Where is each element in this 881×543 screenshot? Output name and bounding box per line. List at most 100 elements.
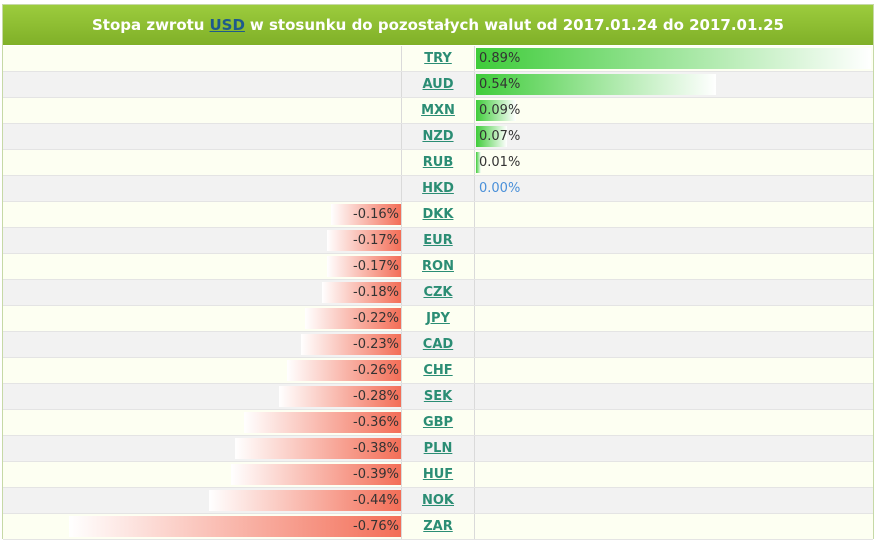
currency-link[interactable]: CHF: [423, 363, 453, 378]
positive-cell: 0.89%: [474, 46, 873, 71]
currency-code-cell: JPY: [401, 306, 475, 331]
currency-link[interactable]: MXN: [421, 103, 455, 118]
base-currency-link[interactable]: USD: [209, 16, 245, 34]
table-row: -0.16% DKK: [3, 202, 873, 228]
positive-cell: [474, 358, 873, 383]
table-row: -0.17% RON: [3, 254, 873, 280]
return-value-label: -0.26%: [353, 363, 399, 378]
table-row: -0.22% JPY: [3, 306, 873, 332]
negative-cell: [3, 72, 401, 97]
currency-code-cell: EUR: [401, 228, 475, 253]
negative-return-bar: [69, 516, 401, 537]
return-value-label: -0.76%: [353, 519, 399, 534]
table-row: -0.39% HUF: [3, 462, 873, 488]
return-value-label: 0.01%: [479, 155, 521, 170]
currency-link[interactable]: GBP: [422, 415, 454, 430]
currency-link[interactable]: CAD: [422, 337, 454, 352]
negative-return-bar: [243, 412, 401, 433]
negative-cell: -0.17%: [3, 228, 401, 253]
table-row: RUB 0.01%: [3, 150, 873, 176]
currency-link[interactable]: JPY: [426, 311, 450, 326]
currency-link[interactable]: SEK: [423, 389, 453, 404]
positive-cell: [474, 332, 873, 357]
negative-return-bar: [230, 464, 401, 485]
positive-cell: [474, 436, 873, 461]
return-value-label: -0.39%: [353, 467, 399, 482]
negative-cell: -0.39%: [3, 462, 401, 487]
positive-cell: [474, 202, 873, 227]
returns-table: TRY 0.89% AUD 0.54% MXN 0.09% NZD 0.07% RUB 0.01%…: [3, 46, 873, 540]
return-value-label: -0.44%: [353, 493, 399, 508]
negative-cell: [3, 176, 401, 201]
positive-cell: [474, 488, 873, 513]
currency-code-cell: MXN: [401, 98, 475, 123]
positive-cell: [474, 228, 873, 253]
return-value-label: 0.54%: [479, 77, 521, 92]
positive-cell: [474, 306, 873, 331]
negative-cell: -0.18%: [3, 280, 401, 305]
currency-link[interactable]: HKD: [422, 181, 454, 196]
return-value-label: -0.18%: [353, 285, 399, 300]
negative-return-bar: [208, 490, 401, 511]
table-row: -0.23% CAD: [3, 332, 873, 358]
currency-link[interactable]: HUF: [422, 467, 454, 482]
currency-code-cell: HKD: [401, 176, 475, 201]
table-row: -0.17% EUR: [3, 228, 873, 254]
table-row: -0.26% CHF: [3, 358, 873, 384]
positive-return-bar: [476, 152, 481, 173]
currency-code-cell: CHF: [401, 358, 475, 383]
currency-code-cell: RUB: [401, 150, 475, 175]
positive-cell: [474, 280, 873, 305]
currency-link[interactable]: CZK: [423, 285, 453, 300]
positive-cell: [474, 514, 873, 539]
negative-cell: [3, 150, 401, 175]
table-row: -0.28% SEK: [3, 384, 873, 410]
negative-cell: -0.16%: [3, 202, 401, 227]
return-value-label: -0.28%: [353, 389, 399, 404]
negative-return-bar: [235, 438, 401, 459]
negative-cell: -0.38%: [3, 436, 401, 461]
positive-cell: [474, 462, 873, 487]
currency-code-cell: HUF: [401, 462, 475, 487]
currency-link[interactable]: NOK: [421, 493, 454, 508]
positive-cell: [474, 410, 873, 435]
currency-code-cell: TRY: [401, 46, 475, 71]
negative-cell: -0.22%: [3, 306, 401, 331]
currency-link[interactable]: DKK: [422, 207, 454, 222]
return-value-label: 0.07%: [479, 129, 521, 144]
currency-link[interactable]: EUR: [423, 233, 453, 248]
positive-cell: 0.00%: [474, 176, 873, 201]
negative-return-bar: [322, 282, 401, 303]
negative-return-bar: [326, 256, 401, 277]
currency-link[interactable]: ZAR: [423, 519, 453, 534]
positive-return-bar: [476, 126, 508, 147]
negative-return-bar: [326, 230, 401, 251]
return-value-label: 0.89%: [479, 51, 521, 66]
negative-return-bar: [287, 360, 401, 381]
currency-link[interactable]: AUD: [422, 77, 454, 92]
positive-cell: 0.07%: [474, 124, 873, 149]
negative-return-bar: [278, 386, 401, 407]
positive-return-bar: [476, 100, 516, 121]
currency-code-cell: NOK: [401, 488, 475, 513]
currency-link[interactable]: RON: [422, 259, 454, 274]
currency-code-cell: SEK: [401, 384, 475, 409]
negative-cell: -0.44%: [3, 488, 401, 513]
currency-code-cell: DKK: [401, 202, 475, 227]
negative-cell: -0.36%: [3, 410, 401, 435]
return-value-label: -0.17%: [353, 233, 399, 248]
header-title-suffix: w stosunku do pozostałych walut od 2017.…: [249, 16, 784, 34]
negative-return-bar: [331, 204, 401, 225]
positive-cell: 0.01%: [474, 150, 873, 175]
table-row: AUD 0.54%: [3, 72, 873, 98]
currency-link[interactable]: PLN: [423, 441, 453, 456]
negative-return-bar: [300, 334, 401, 355]
table-row: -0.36% GBP: [3, 410, 873, 436]
return-value-label: -0.36%: [353, 415, 399, 430]
table-row: NZD 0.07%: [3, 124, 873, 150]
currency-link[interactable]: RUB: [422, 155, 454, 170]
table-row: -0.44% NOK: [3, 488, 873, 514]
currency-link[interactable]: TRY: [424, 51, 452, 66]
header-title-prefix: Stopa zwrotu: [91, 16, 205, 34]
currency-link[interactable]: NZD: [422, 129, 454, 144]
